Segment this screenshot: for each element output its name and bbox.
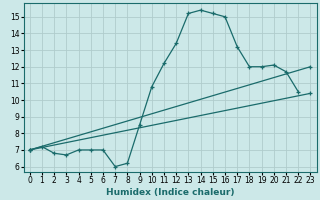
X-axis label: Humidex (Indice chaleur): Humidex (Indice chaleur): [106, 188, 234, 197]
